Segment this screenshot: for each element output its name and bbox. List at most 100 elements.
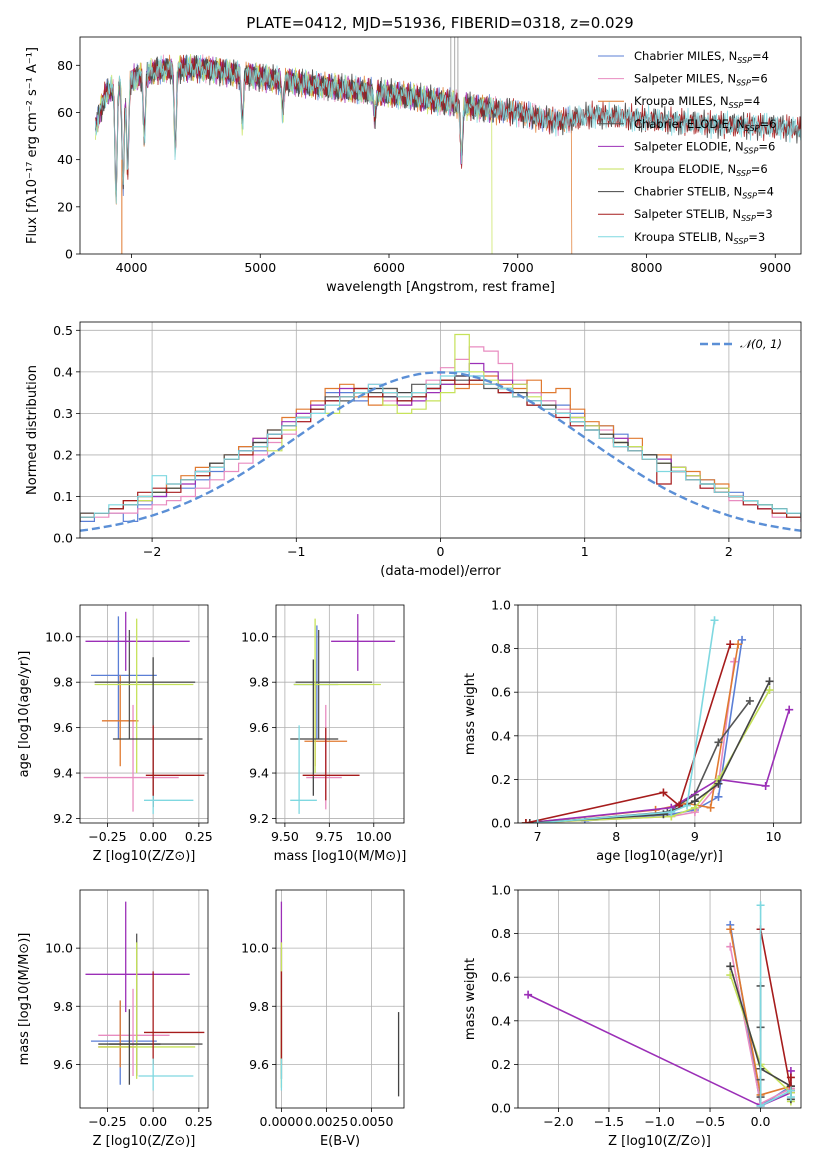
x-axis-label: Z [log10(Z/Z⊙)]	[608, 1134, 711, 1149]
y-tick-label: 0.4	[491, 1013, 511, 1028]
legend-label: Kroupa ELODIE, NSSP=6	[634, 162, 768, 178]
weight-marker	[683, 801, 692, 810]
legend-label: Kroupa MILES, NSSP=4	[634, 94, 760, 110]
y-tick-label: 0.8	[491, 641, 511, 656]
y-tick-label: 9.8	[249, 675, 269, 690]
weight-marker	[667, 808, 676, 817]
legend-label: Salpeter STELIB, NSSP=3	[634, 207, 773, 223]
panel-weight_vs_Z: −2.0 −1.5 −1.0 −0.5 0.0 0.0 0.2 0.4 0.6 0.8 1.0 Z […	[463, 883, 802, 1149]
x-tick-label: 8000	[631, 260, 663, 275]
y-tick-label: 9.8	[53, 675, 73, 690]
axes-frame	[517, 604, 802, 824]
normal-curve	[80, 371, 801, 532]
plot-area	[95, 37, 801, 254]
x-axis-label: age [log10(age/yr)]	[596, 849, 723, 864]
x-tick-label: 0	[437, 544, 445, 559]
legend-spectrum: Chabrier MILES, NSSP=4 Salpeter MILES, NS…	[598, 49, 776, 246]
legend-label: 𝒩(0, 1)	[740, 337, 782, 351]
x-tick-label: 9	[691, 829, 699, 844]
weight-marker	[726, 640, 735, 649]
x-axis-label: (data-model)/error	[380, 564, 501, 579]
axes-frame	[275, 604, 405, 824]
weight-marker	[745, 696, 754, 705]
y-tick-label: 9.4	[53, 766, 73, 781]
x-axis-label: E(B-V)	[320, 1134, 360, 1149]
y-axis-label: age [log10(age/yr)]	[17, 651, 32, 778]
x-tick-label: 0.25	[185, 829, 213, 844]
panel-mass_vs_Z: −0.25 0.00 0.25 9.6 9.8 10.0 Z [log10(Z/Z⊙)] ma…	[17, 889, 213, 1149]
legend-label: Salpeter ELODIE, NSSP=6	[634, 139, 775, 155]
weight-marker	[756, 1101, 765, 1108]
weight-marker	[786, 1073, 795, 1082]
y-tick-label: 0.3	[53, 406, 73, 421]
legend-label: Kroupa STELIB, NSSP=3	[634, 230, 765, 246]
axes-frame	[79, 889, 209, 1109]
weight-marker	[726, 962, 735, 971]
weight-marker	[525, 819, 534, 823]
x-tick-label: 9.50	[271, 829, 299, 844]
legend-label: Salpeter MILES, NSSP=6	[634, 72, 768, 88]
y-tick-label: 0.6	[491, 685, 511, 700]
panel-mass_vs_ebv: 0.0000 0.0025 0.0050 9.6 9.8 10.0 E(B-V)	[241, 889, 405, 1149]
y-tick-label: 60	[57, 105, 73, 120]
x-tick-label: 7	[534, 829, 542, 844]
y-tick-label: 0.8	[491, 926, 511, 941]
x-axis-label: Z [log10(Z/Z⊙)]	[93, 849, 196, 864]
x-tick-label: 0.00	[139, 829, 167, 844]
y-axis-label: Normed distribution	[25, 365, 40, 495]
y-tick-label: 0.1	[53, 489, 73, 504]
y-tick-label: 0.6	[491, 970, 511, 985]
y-tick-label: 10.0	[241, 629, 269, 644]
weight-marker	[738, 635, 747, 644]
weight-marker	[710, 616, 719, 625]
x-tick-label: 1	[581, 544, 589, 559]
plot-area	[524, 901, 795, 1108]
x-tick-label: 0.0000	[260, 1114, 304, 1129]
x-tick-label: −1.0	[644, 1114, 674, 1129]
y-tick-label: 9.8	[249, 999, 269, 1014]
y-tick-label: 80	[57, 58, 73, 73]
weight-marker	[726, 925, 735, 934]
y-tick-label: 1.0	[491, 883, 511, 898]
y-tick-label: 0.5	[53, 323, 73, 338]
y-tick-label: 40	[57, 152, 73, 167]
x-tick-label: −2.0	[543, 1114, 573, 1129]
plot-area	[80, 333, 801, 532]
y-tick-label: 0.0	[53, 531, 73, 546]
weight-marker	[690, 797, 699, 806]
weight-marker	[659, 788, 668, 797]
panel-residuals: −2 −1 0 1 2 0.0 0.1 0.2 0.3 0.4 0.5 (data-model)/er…	[25, 321, 802, 579]
weight-marker	[714, 779, 723, 788]
panels: 4000 5000 6000 7000 8000 9000020406080wavelen…	[17, 36, 802, 1149]
y-tick-label: 0.2	[53, 447, 73, 462]
y-tick-label: 0.2	[491, 1057, 511, 1072]
panel-spectrum: 4000 5000 6000 7000 8000 9000 0 20 40 60 80 wavelen…	[25, 36, 802, 295]
panel-weight_vs_age: 7 8 9 10 0.0 0.2 0.4 0.6 0.8 1.0 age [log10(age/yr…	[463, 598, 802, 864]
x-tick-label: 9000	[759, 260, 791, 275]
weight-marker	[761, 781, 770, 790]
y-tick-label: 20	[57, 199, 73, 214]
y-axis-label: mass weight	[463, 958, 478, 1040]
y-axis-label: mass [log10(M/M⊙)]	[17, 933, 32, 1066]
panel-age_vs_mass: 9.50 9.75 10.00 9.2 9.4 9.6 9.8 10.0 mass [log10…	[241, 604, 407, 864]
weight-marker	[756, 901, 765, 910]
x-axis-label: wavelength [Angstrom, rest frame]	[326, 280, 555, 295]
y-tick-label: 9.2	[249, 811, 269, 826]
weight-marker	[734, 640, 743, 649]
x-tick-label: −1	[287, 544, 305, 559]
panel-age_vs_Z: −0.25 0.00 0.25 9.2 9.4 9.6 9.8 10.0 Z [log10(Z/…	[17, 604, 213, 864]
x-tick-label: 9.75	[315, 829, 343, 844]
legend-label: Chabrier STELIB, NSSP=4	[634, 185, 774, 201]
x-tick-label: −0.25	[88, 1114, 126, 1129]
weight-marker	[521, 819, 530, 823]
y-tick-label: 0.2	[491, 772, 511, 787]
x-tick-label: 0.25	[185, 1114, 213, 1129]
y-tick-label: 9.8	[53, 999, 73, 1014]
x-tick-label: 10	[766, 829, 782, 844]
y-tick-label: 9.6	[249, 720, 269, 735]
x-tick-label: 0.0	[751, 1114, 771, 1129]
x-axis-label: mass [log10(M/M⊙)]	[274, 849, 407, 864]
y-tick-label: 10.0	[45, 629, 73, 644]
y-tick-label: 10.0	[45, 941, 73, 956]
